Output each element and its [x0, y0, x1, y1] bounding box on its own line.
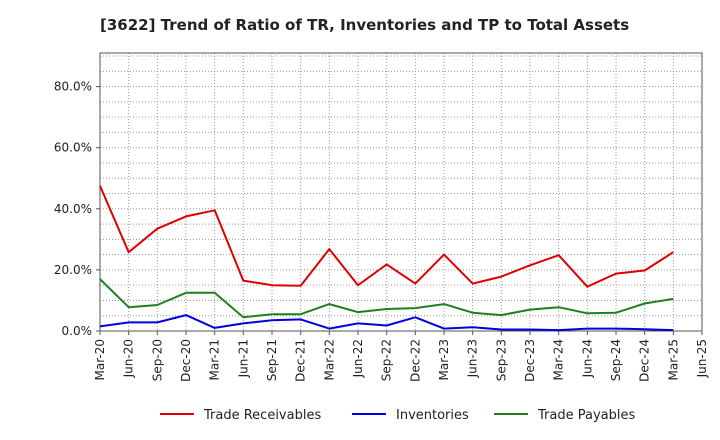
x-tick-label: Sep-24 [609, 339, 623, 381]
x-tick-label: Jun-20 [122, 339, 136, 378]
x-tick-label: Dec-21 [294, 339, 308, 382]
x-tick-label: Jun-25 [695, 339, 709, 378]
x-tick-label: Mar-25 [666, 339, 680, 380]
chart-title: [3622] Trend of Ratio of TR, Inventories… [100, 16, 629, 34]
legend-label: Trade Receivables [203, 408, 321, 423]
x-tick-label: Sep-22 [380, 339, 394, 381]
legend: Trade Receivables Inventories Trade Payabl… [160, 408, 635, 423]
x-tick-label: Dec-22 [408, 339, 422, 382]
grid [99, 53, 703, 331]
x-tick-label: Jun-21 [236, 339, 250, 378]
x-tick-label: Mar-22 [322, 339, 336, 380]
plot-frame [99, 52, 703, 332]
x-tick-label: Sep-20 [150, 339, 164, 381]
y-tick-label: 20.0% [54, 263, 92, 277]
x-tick-label: Sep-23 [494, 339, 508, 381]
x-tick-label: Dec-20 [179, 339, 193, 382]
x-tick-label: Jun-24 [580, 339, 594, 378]
series-layer [99, 185, 674, 332]
legend-label: Inventories [396, 408, 469, 423]
series-line-inventories [99, 314, 674, 332]
y-axis: 0.0% 20.0% 40.0% 60.0% 80.0% [54, 80, 100, 338]
y-tick-label: 0.0% [62, 324, 93, 338]
y-tick-label: 60.0% [54, 141, 92, 155]
y-tick-label: 80.0% [54, 80, 92, 94]
y-tick-label: 40.0% [54, 202, 92, 216]
series-line-trade-receivables [99, 185, 674, 288]
x-tick-label: Sep-21 [265, 339, 279, 381]
x-tick-label: Mar-24 [552, 339, 566, 380]
legend-label: Trade Payables [537, 408, 635, 423]
x-tick-label: Mar-21 [208, 339, 222, 380]
x-axis: Mar-20 Jun-20 Sep-20 Dec-20 Mar-21 Jun-21 Sep-… [93, 331, 709, 382]
x-tick-label: Jun-23 [466, 339, 480, 378]
x-tick-label: Mar-20 [93, 339, 107, 380]
x-tick-label: Dec-23 [523, 339, 537, 382]
series-line-trade-payables [99, 278, 674, 319]
x-tick-label: Mar-23 [437, 339, 451, 380]
x-tick-label: Dec-24 [638, 339, 652, 382]
x-tick-label: Jun-22 [351, 339, 365, 378]
